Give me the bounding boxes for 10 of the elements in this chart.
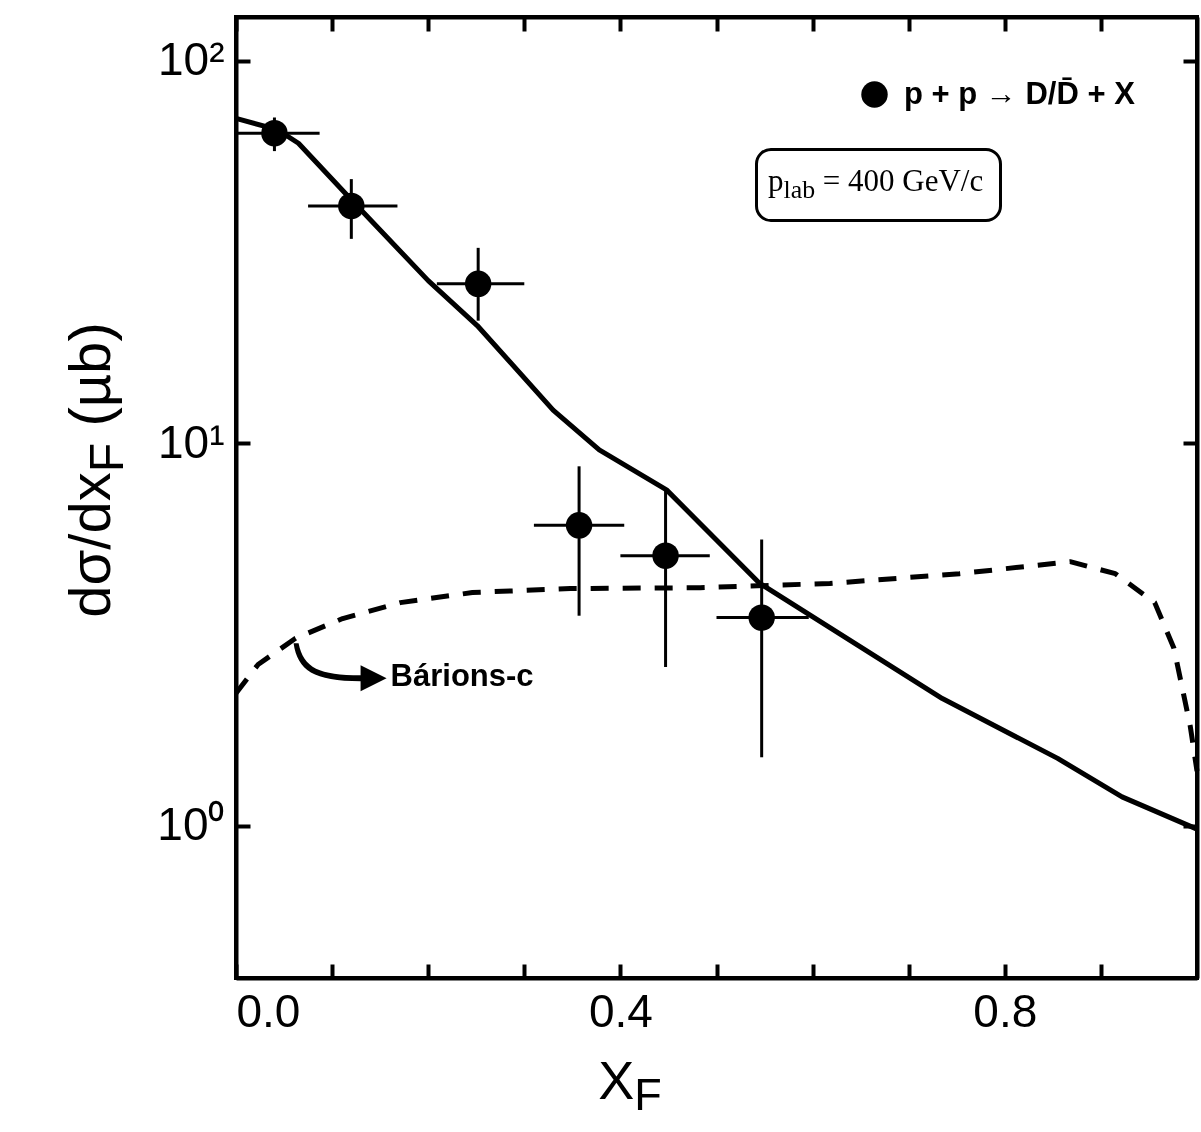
y-tick-label: 10¹ bbox=[158, 415, 225, 468]
y-tick-label: 10² bbox=[158, 33, 225, 86]
legend-label: p + p → D/D̄ + X bbox=[904, 75, 1136, 111]
annotation: p$_{lab}$ = 400 GeV/c bbox=[755, 148, 1003, 223]
x-tick-label: 0.8 bbox=[973, 984, 1038, 1037]
legend-label: Bárions-c bbox=[390, 658, 534, 695]
x-axis-title: X$_{F}$ bbox=[598, 1048, 662, 1122]
y-tick-label: 10⁰ bbox=[157, 798, 225, 851]
x-tick-label: 0.0 bbox=[236, 984, 301, 1037]
x-tick-label: 0.4 bbox=[588, 984, 653, 1037]
